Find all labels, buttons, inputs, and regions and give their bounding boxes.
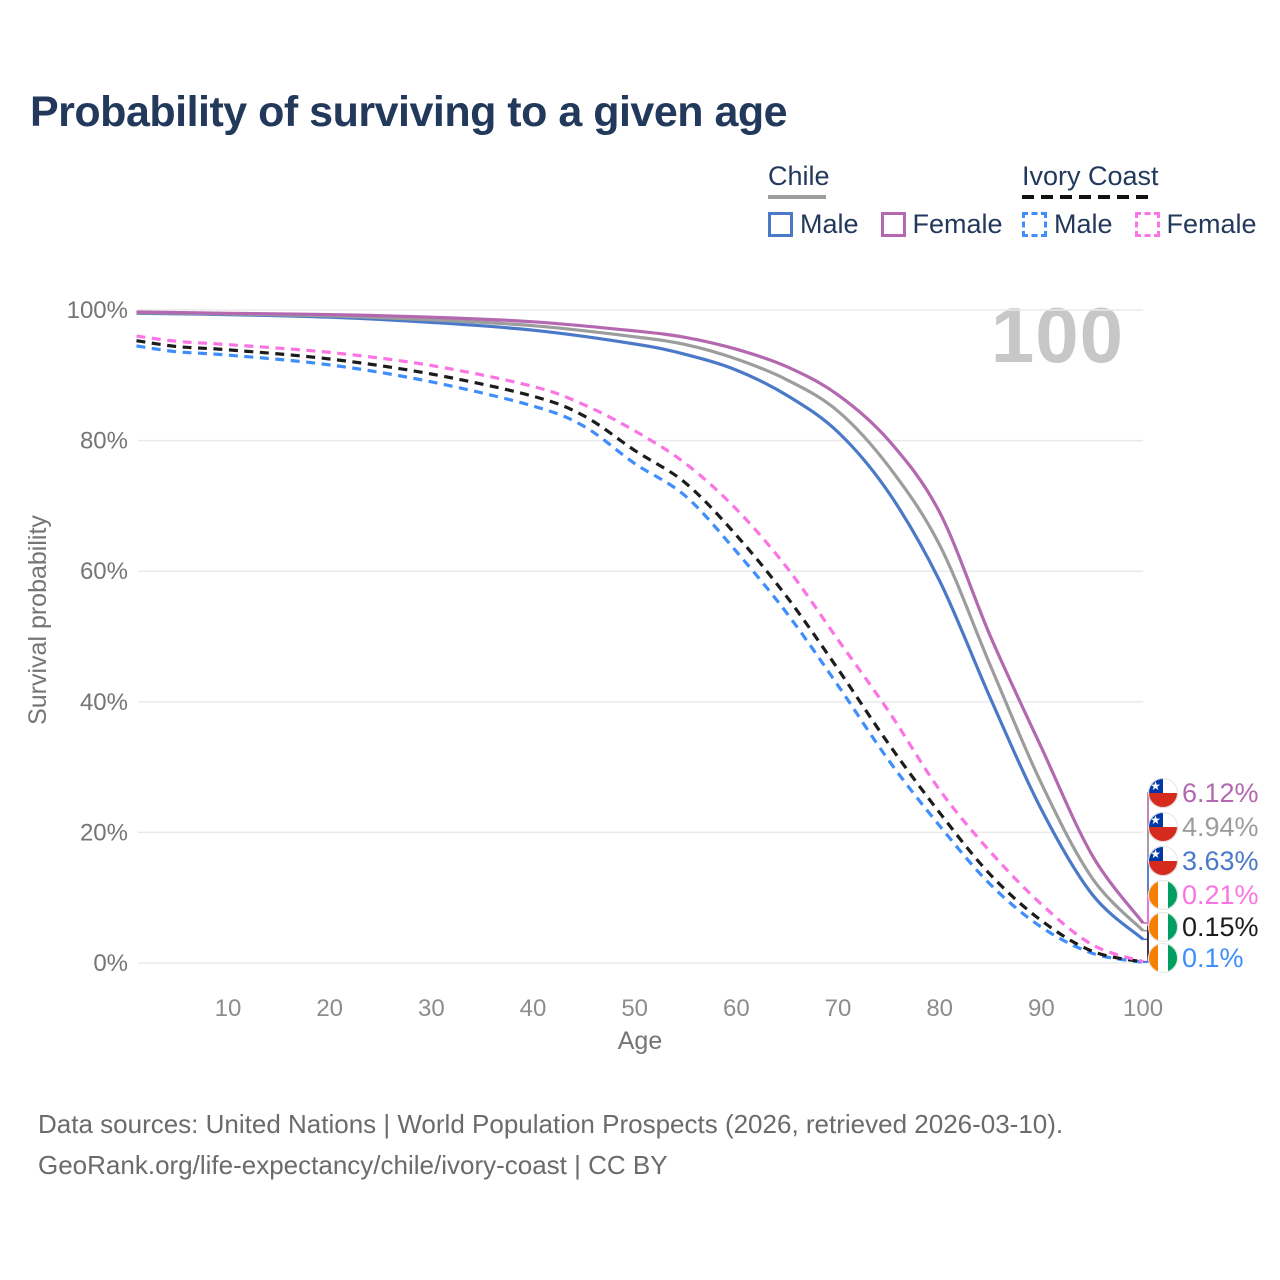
x-tick-label: 90 xyxy=(1028,995,1055,1022)
series-line-chile-combined xyxy=(136,311,1145,932)
y-tick-label: 80% xyxy=(80,428,128,455)
end-label-chile-female: 6.12% xyxy=(1182,778,1259,808)
legend-item-ivory-coast-male[interactable]: Male xyxy=(1022,209,1113,240)
x-tick-label: 10 xyxy=(215,995,242,1022)
end-label-chile-male: 3.63% xyxy=(1182,846,1259,876)
legend-item-chile-male[interactable]: Male xyxy=(768,209,859,240)
series-line-ivory-coast-combined xyxy=(136,339,1144,964)
svg-text:★: ★ xyxy=(1150,813,1161,827)
x-tick-label: 50 xyxy=(621,995,648,1022)
end-label-chile-combined: 4.94% xyxy=(1182,812,1259,842)
ivory-coast-female-swatch-icon xyxy=(1134,212,1160,237)
x-tick-label: 100 xyxy=(1123,995,1163,1022)
legend-ivory-coast-underline xyxy=(1022,195,1150,199)
flag-border xyxy=(1148,880,1178,910)
flag-chile-icon: ★ xyxy=(1148,812,1178,842)
age-watermark: 100 xyxy=(990,291,1124,379)
x-tick-label: 20 xyxy=(316,995,343,1022)
legend-group-chile-label: Chile xyxy=(768,161,830,191)
end-label-ivory-coast-combined: 0.15% xyxy=(1182,912,1259,942)
series-line-ivory-coast-male xyxy=(136,344,1144,964)
series-line-ivory-coast-female xyxy=(136,334,1144,964)
end-label-ivory-coast-female: 0.21% xyxy=(1182,880,1259,910)
y-tick-label: 40% xyxy=(80,689,128,716)
legend-group-chile: Chile Male Female xyxy=(768,161,1025,240)
svg-text:★: ★ xyxy=(1150,779,1161,793)
x-tick-label: 30 xyxy=(418,995,445,1022)
x-tick-label: 40 xyxy=(520,995,547,1022)
legend-item-ivory-coast-female[interactable]: Female xyxy=(1134,209,1257,240)
legend-item-label: Female xyxy=(1166,209,1257,239)
ivory-coast-male-swatch-icon xyxy=(1022,212,1047,237)
legend-item-label: Male xyxy=(1054,209,1113,239)
flag-border xyxy=(1148,778,1178,808)
svg-text:★: ★ xyxy=(1150,847,1161,861)
legend-item-label: Female xyxy=(912,209,1003,239)
flag-border xyxy=(1148,846,1178,876)
y-tick-label: 60% xyxy=(80,558,128,585)
legend-item-chile-female[interactable]: Female xyxy=(880,209,1003,240)
end-label-ivory-coast-male: 0.1% xyxy=(1182,943,1244,973)
footer-attribution: GeoRank.org/life-expectancy/chile/ivory-… xyxy=(38,1150,668,1180)
page-title: Probability of surviving to a given age xyxy=(30,88,788,136)
chile-female-swatch-icon xyxy=(880,212,906,237)
flag-border xyxy=(1148,812,1178,842)
footer: Data sources: United Nations | World Pop… xyxy=(38,1104,1063,1186)
legend-item-label: Male xyxy=(800,209,859,239)
y-axis-title: Survival probability xyxy=(24,515,52,725)
chile-male-swatch-icon xyxy=(768,212,793,237)
y-tick-label: 20% xyxy=(80,819,128,846)
x-tick-label: 80 xyxy=(926,995,953,1022)
y-tick-label: 100% xyxy=(67,297,128,324)
flag-border xyxy=(1148,912,1178,942)
x-tick-label: 70 xyxy=(825,995,852,1022)
y-tick-label: 0% xyxy=(93,950,128,977)
footer-data-sources: Data sources: United Nations | World Pop… xyxy=(38,1109,1064,1139)
legend-chile-underline xyxy=(768,195,826,199)
series-line-chile-female xyxy=(136,310,1145,924)
x-tick-label: 60 xyxy=(723,995,750,1022)
legend-group-ivory-coast-label: Ivory Coast xyxy=(1022,161,1159,191)
legend-group-ivory-coast: Ivory Coast Male Female xyxy=(1022,161,1279,240)
flag-border xyxy=(1148,943,1178,973)
x-axis-title: Age xyxy=(618,1027,662,1055)
series-line-chile-male xyxy=(136,311,1145,941)
